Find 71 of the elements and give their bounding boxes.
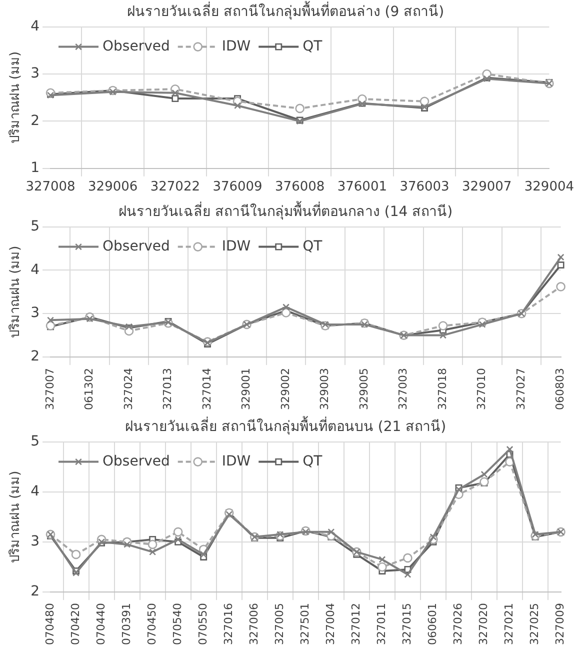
legend-label: QT	[302, 38, 323, 54]
x-tick-label: 327005	[273, 603, 286, 646]
x-tick-label: 327015	[400, 603, 414, 646]
legend-label: Observed	[102, 453, 170, 470]
x-tick-label: 329006	[88, 180, 138, 195]
x-tick-label: 327014	[200, 368, 214, 410]
x-tick-label: 060601	[426, 603, 440, 646]
y-tick-label: 4	[30, 262, 40, 278]
legend-label: QT	[302, 238, 323, 254]
x-tick-label: 329003	[318, 368, 332, 410]
x-tick-label: 329002	[278, 368, 292, 410]
legend-label: Observed	[102, 238, 170, 254]
x-tick-label: 327008	[26, 180, 76, 195]
y-tick-label: 2	[30, 584, 40, 600]
x-tick-label: 327009	[554, 603, 567, 646]
y-tick-label: 3	[30, 305, 40, 322]
x-tick-label: 327022	[150, 180, 200, 195]
x-tick-label: 327004	[324, 603, 338, 646]
y-tick-label: 1	[30, 160, 40, 176]
chart-title: ฝนรายวันเฉลี่ย สถานีในกลุ่มพื้นที่ตอนบน (21 สถานี)	[124, 416, 446, 436]
y-axis-title: ปริมาณฝน (มม)	[8, 51, 24, 144]
x-tick-label: 327013	[161, 368, 174, 410]
x-tick-label: 070450	[145, 603, 158, 646]
x-tick-label: 376008	[275, 180, 325, 195]
x-tick-label: 070550	[196, 603, 210, 646]
x-tick-label: 070391	[120, 603, 133, 646]
x-tick-label: 327011	[375, 603, 388, 646]
legend-label: IDW	[222, 453, 251, 470]
x-tick-label: 327006	[247, 603, 260, 646]
x-tick-label: 327021	[502, 603, 516, 646]
y-tick-label: 4	[30, 484, 40, 500]
legend-label: QT	[302, 453, 323, 470]
y-tick-label: 5	[30, 433, 40, 450]
x-tick-label: 329004	[524, 180, 574, 195]
x-tick-label: 327020	[477, 603, 490, 646]
y-tick-label: 2	[30, 112, 40, 129]
legend-label: Observed	[102, 38, 170, 54]
x-tick-label: 376009	[212, 180, 262, 195]
x-tick-label: 327025	[528, 603, 542, 646]
x-tick-label: 070480	[43, 603, 56, 646]
legend-label: IDW	[222, 38, 251, 54]
y-axis-title: ปริมาณฝน (มม)	[8, 470, 24, 564]
y-tick-label: 3	[30, 66, 40, 82]
y-tick-label: 4	[30, 18, 40, 34]
x-tick-label: 376001	[337, 180, 387, 195]
x-tick-label: 327024	[122, 368, 135, 410]
x-tick-label: 327501	[298, 603, 312, 646]
x-tick-label: 070540	[170, 603, 184, 646]
x-tick-label: 070440	[94, 603, 108, 646]
x-tick-label: 327027	[514, 368, 528, 410]
y-tick-label: 3	[30, 534, 40, 550]
y-axis-title: ปริมาณฝน (มม)	[8, 246, 24, 338]
x-tick-label: 327026	[452, 603, 465, 646]
x-tick-label: 329005	[357, 368, 370, 410]
x-tick-label: 060803	[554, 368, 567, 410]
x-tick-label: 061302	[82, 368, 96, 410]
x-tick-label: 327018	[436, 368, 449, 410]
x-tick-label: 329007	[462, 180, 512, 195]
chart-title: ฝนรายวันเฉลี่ย สถานีในกลุ่มพื้นที่ตอนล่าง (9 สถานี)	[126, 1, 444, 20]
x-tick-label: 327016	[222, 603, 235, 646]
y-tick-label: 5	[30, 218, 40, 234]
x-tick-label: 327007	[43, 368, 56, 410]
legend-label: IDW	[222, 238, 251, 254]
x-tick-label: 070420	[68, 603, 82, 646]
x-tick-label: 327010	[475, 368, 488, 410]
x-tick-label: 327003	[396, 368, 410, 410]
chart-title: ฝนรายวันเฉลี่ย สถานีในกลุ่มพื้นที่ตอนกลาง (14 สถานี)	[118, 201, 453, 220]
x-tick-label: 376003	[400, 180, 450, 195]
y-tick-label: 2	[30, 348, 40, 365]
x-tick-label: 327012	[350, 603, 363, 646]
x-tick-label: 329001	[240, 368, 253, 410]
